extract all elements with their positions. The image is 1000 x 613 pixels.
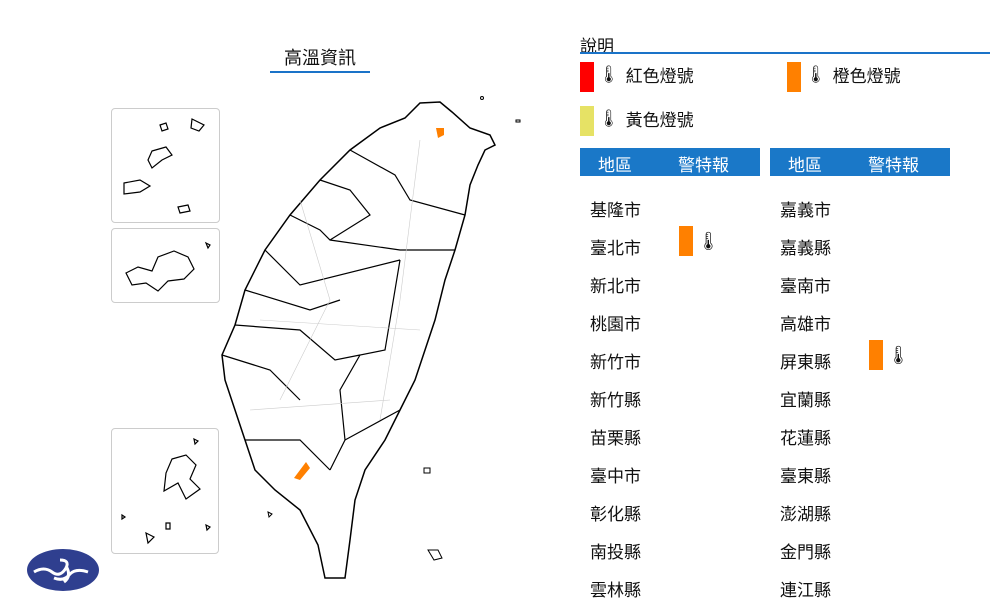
region-left-3: 桃園市 [590,315,641,335]
thermometer-warning-icon: 🌡 [598,64,620,85]
region-left-0: 基隆市 [590,201,641,221]
legend-divider [580,52,990,54]
orange-swatch [787,62,801,92]
yellow-swatch [580,106,594,136]
legend-orange: 🌡 橙色燈號 [805,64,901,88]
region-left-9: 南投縣 [590,543,641,563]
region-right-6: 花蓮縣 [780,429,831,449]
region-right-4: 屏東縣 [780,353,831,373]
region-right-9: 金門縣 [780,543,831,563]
region-right-2: 臺南市 [780,277,831,297]
thermometer-warning-icon: 🌡 [697,230,720,252]
inset-kinmen [111,228,220,303]
region-left-8: 彰化縣 [590,505,641,525]
thermometer-warning-icon: 🌡 [805,64,827,85]
table-header-left: 地區 警特報 [580,148,760,176]
inset-penghu [111,428,219,554]
region-left-1: 臺北市 [590,239,641,259]
cwa-logo [27,549,99,591]
red-swatch [580,62,594,92]
region-left-4: 新竹市 [590,353,641,373]
map-highlight-pingtung [294,462,310,480]
taiwan-map [221,96,521,579]
page-title: 高溫資訊 [270,44,370,73]
region-right-1: 嘉義縣 [780,239,831,259]
legend-yellow: 🌡 黃色燈號 [598,108,694,132]
thermometer-warning-icon: 🌡 [887,344,910,366]
map-highlight-taipei [436,128,444,138]
region-right-10: 連江縣 [780,581,831,601]
region-left-2: 新北市 [590,277,641,297]
region-left-7: 臺中市 [590,467,641,487]
warning-orange: 🌡 [679,226,720,256]
region-left-5: 新竹縣 [590,391,641,411]
thermometer-warning-icon: 🌡 [598,108,620,129]
region-right-0: 嘉義市 [780,201,831,221]
region-left-6: 苗栗縣 [590,429,641,449]
table-header-right: 地區 警特報 [770,148,950,176]
region-right-8: 澎湖縣 [780,505,831,525]
warning-orange: 🌡 [869,340,910,370]
legend-red: 🌡 紅色燈號 [598,64,694,88]
region-left-10: 雲林縣 [590,581,641,601]
region-right-5: 宜蘭縣 [780,391,831,411]
inset-matsu [111,108,220,223]
region-right-7: 臺東縣 [780,467,831,487]
orange-swatch [869,340,883,370]
orange-swatch [679,226,693,256]
region-right-3: 高雄市 [780,315,831,335]
